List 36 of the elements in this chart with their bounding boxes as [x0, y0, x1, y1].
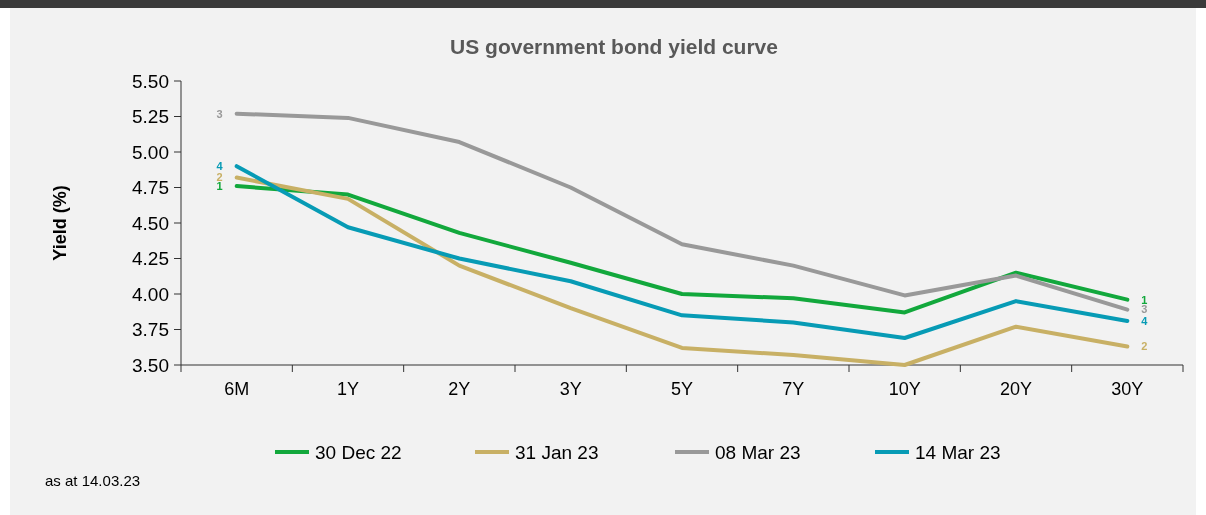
- x-tick-label: 6M: [224, 379, 250, 399]
- x-tick-label: 2Y: [448, 379, 471, 399]
- line-series: [234, 164, 1130, 341]
- annotation: 3: [216, 107, 223, 120]
- y-tick-label: 3.50: [132, 354, 169, 376]
- y-tick-label: 5.25: [132, 106, 169, 128]
- line-series: [234, 184, 1130, 315]
- y-tick-label: 4.75: [132, 177, 169, 199]
- annotation: 2: [1141, 340, 1148, 353]
- annotation: 3: [1141, 303, 1148, 316]
- y-tick-label: 5.00: [132, 141, 169, 163]
- x-tick-label: 5Y: [670, 379, 694, 399]
- line-series: [234, 175, 1130, 367]
- text: as at 14.03.23: [45, 472, 141, 489]
- annotation: 4: [216, 160, 224, 173]
- line-series: [234, 111, 1130, 312]
- legend-label: 31 Jan 23: [515, 441, 599, 463]
- x-tick-label: 20Y: [999, 379, 1033, 399]
- x-tick-label: 1Y: [336, 379, 360, 399]
- annotation: 4: [1141, 314, 1149, 327]
- annotation: 2: [216, 171, 223, 184]
- annotation: 1: [1141, 293, 1148, 306]
- y-tick-label: 5.50: [132, 70, 169, 92]
- chart-title: US government bond yield curve: [450, 35, 778, 58]
- legend-label: 08 Mar 23: [715, 441, 801, 463]
- legend-label: 30 Dec 22: [315, 441, 402, 463]
- legend-label: 14 Mar 23: [915, 441, 1001, 463]
- x-tick-label: 7Y: [782, 379, 805, 399]
- y-tick-label: 4.00: [132, 283, 169, 305]
- y-axis-title: Yield (%): [50, 185, 70, 261]
- y-tick-label: 4.25: [132, 248, 169, 270]
- x-tick-label: 3Y: [559, 379, 582, 399]
- x-tick-label: 10Y: [888, 379, 921, 399]
- x-tick-label: 30Y: [1111, 379, 1144, 399]
- y-tick-label: 4.50: [132, 212, 169, 234]
- y-tick-label: 3.75: [132, 319, 169, 341]
